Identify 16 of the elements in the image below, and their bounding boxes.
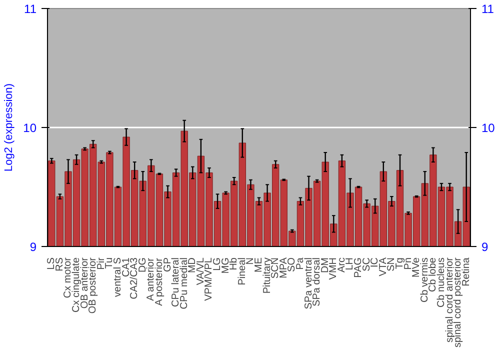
y-tick-label: 9	[30, 240, 37, 254]
x-tick-label: Pa	[294, 257, 306, 270]
y2-tick-label: 11	[482, 2, 494, 16]
y-tick-label: 11	[24, 2, 37, 16]
x-tick-label: OB posterior	[88, 256, 99, 314]
x-tick-label: RS	[54, 257, 66, 272]
y2-tick-label: 10	[482, 121, 496, 135]
x-tick-label: Tg	[394, 258, 406, 270]
y-tick-label: 10	[23, 121, 37, 135]
x-tick-label: A posterior	[154, 257, 165, 306]
x-tick-label: ventral S	[112, 257, 124, 297]
x-tick-label: Pituitary	[262, 258, 273, 294]
x-tick-label: Cb nucleus	[436, 258, 447, 308]
x-tick-label: ME	[254, 257, 264, 272]
y-axis-title: Log2 (expression)	[3, 83, 16, 172]
y2-tick-label: 9	[482, 240, 488, 254]
